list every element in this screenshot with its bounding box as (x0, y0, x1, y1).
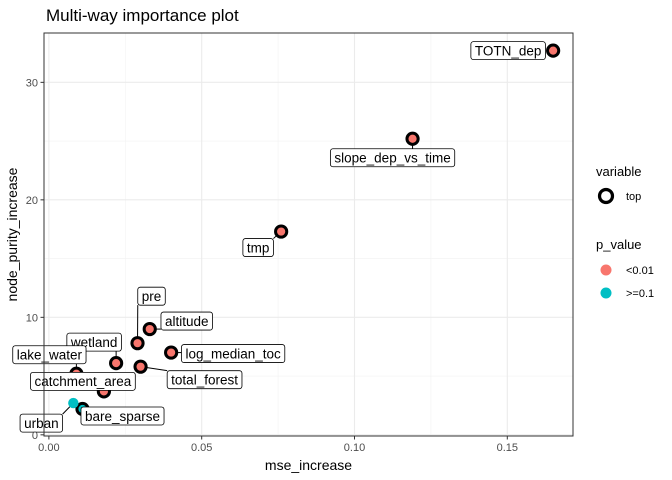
label-box-bare-sparse (80, 406, 165, 426)
chart-title: Multi-way importance plot (46, 6, 239, 25)
point-TOTN-dep (546, 43, 561, 58)
y-tick-label: 20 (26, 195, 38, 207)
legend-pvalue-low-label: <0.01 (626, 265, 654, 277)
label-box-tmp (242, 238, 274, 257)
data-points (68, 43, 561, 417)
x-tick-label: 0.00 (38, 442, 59, 454)
label-box-lake-water (12, 345, 87, 365)
label-box-catchment-area (30, 371, 136, 391)
label-TOTN-dep: TOTN_dep (475, 43, 542, 58)
label-catchment-area: catchment_area (34, 374, 131, 389)
point-altitude (142, 321, 157, 337)
label-urban: urban (24, 416, 59, 431)
legend-pvalue-high-key (600, 287, 612, 299)
label-pre: pre (142, 289, 162, 304)
label-total-forest: total_forest (171, 372, 238, 387)
label-log-median-toc: log_median_toc (185, 346, 281, 361)
label-altitude: altitude (165, 314, 209, 329)
label-lake-water: lake_water (17, 348, 83, 363)
y-tick-label: 10 (26, 312, 38, 324)
y-axis-title: node_purity_increase (4, 167, 20, 301)
label-box-altitude (160, 311, 213, 331)
point-pre (130, 336, 145, 351)
legend: variable top p_value <0.01 >=0.1 (596, 164, 654, 300)
legend-top-label: top (626, 191, 641, 203)
label-tmp: tmp (247, 240, 270, 255)
legend-pvalue-title: p_value (596, 237, 642, 252)
grid-lines (44, 33, 573, 436)
plot-panel: TOTN_depslope_dep_vs_timetmpprealtitudew… (12, 32, 574, 437)
x-tick-label: 0.15 (497, 442, 518, 454)
label-box-urban (19, 413, 64, 433)
legend-top-key (597, 187, 615, 205)
label-bare-sparse: bare_sparse (85, 409, 160, 424)
point-urban (68, 397, 79, 409)
label-box-TOTN-dep (470, 41, 546, 61)
point-tmp (274, 224, 289, 239)
data-labels: TOTN_depslope_dep_vs_timetmpprealtitudew… (12, 41, 546, 433)
label-box-pre (137, 286, 166, 306)
label-box-slope-dep-vs-time (329, 148, 456, 168)
y-tick-label: 0 (32, 430, 38, 442)
label-slope-dep-vs-time: slope_dep_vs_time (334, 151, 450, 166)
y-tick-label: 30 (26, 77, 38, 89)
y-axis: 0 10 20 30 (26, 77, 44, 442)
legend-pvalue-high-label: >=0.1 (626, 288, 654, 300)
panel-border (43, 32, 574, 437)
label-box-total-forest (166, 370, 243, 390)
x-axis-title: mse_increase (265, 457, 352, 473)
x-axis: 0.00 0.05 0.10 0.15 (38, 436, 518, 454)
legend-variable-title: variable (596, 164, 642, 179)
x-tick-label: 0.05 (191, 442, 212, 454)
panel-background (44, 33, 573, 436)
point-wetland (109, 356, 124, 371)
point-slope-dep-vs-time (405, 131, 420, 146)
label-box-log-median-toc (181, 344, 286, 363)
x-tick-label: 0.10 (344, 442, 365, 454)
point-total-forest (133, 359, 148, 374)
legend-pvalue-low-key (600, 264, 612, 276)
point-log-median-toc (164, 345, 179, 360)
